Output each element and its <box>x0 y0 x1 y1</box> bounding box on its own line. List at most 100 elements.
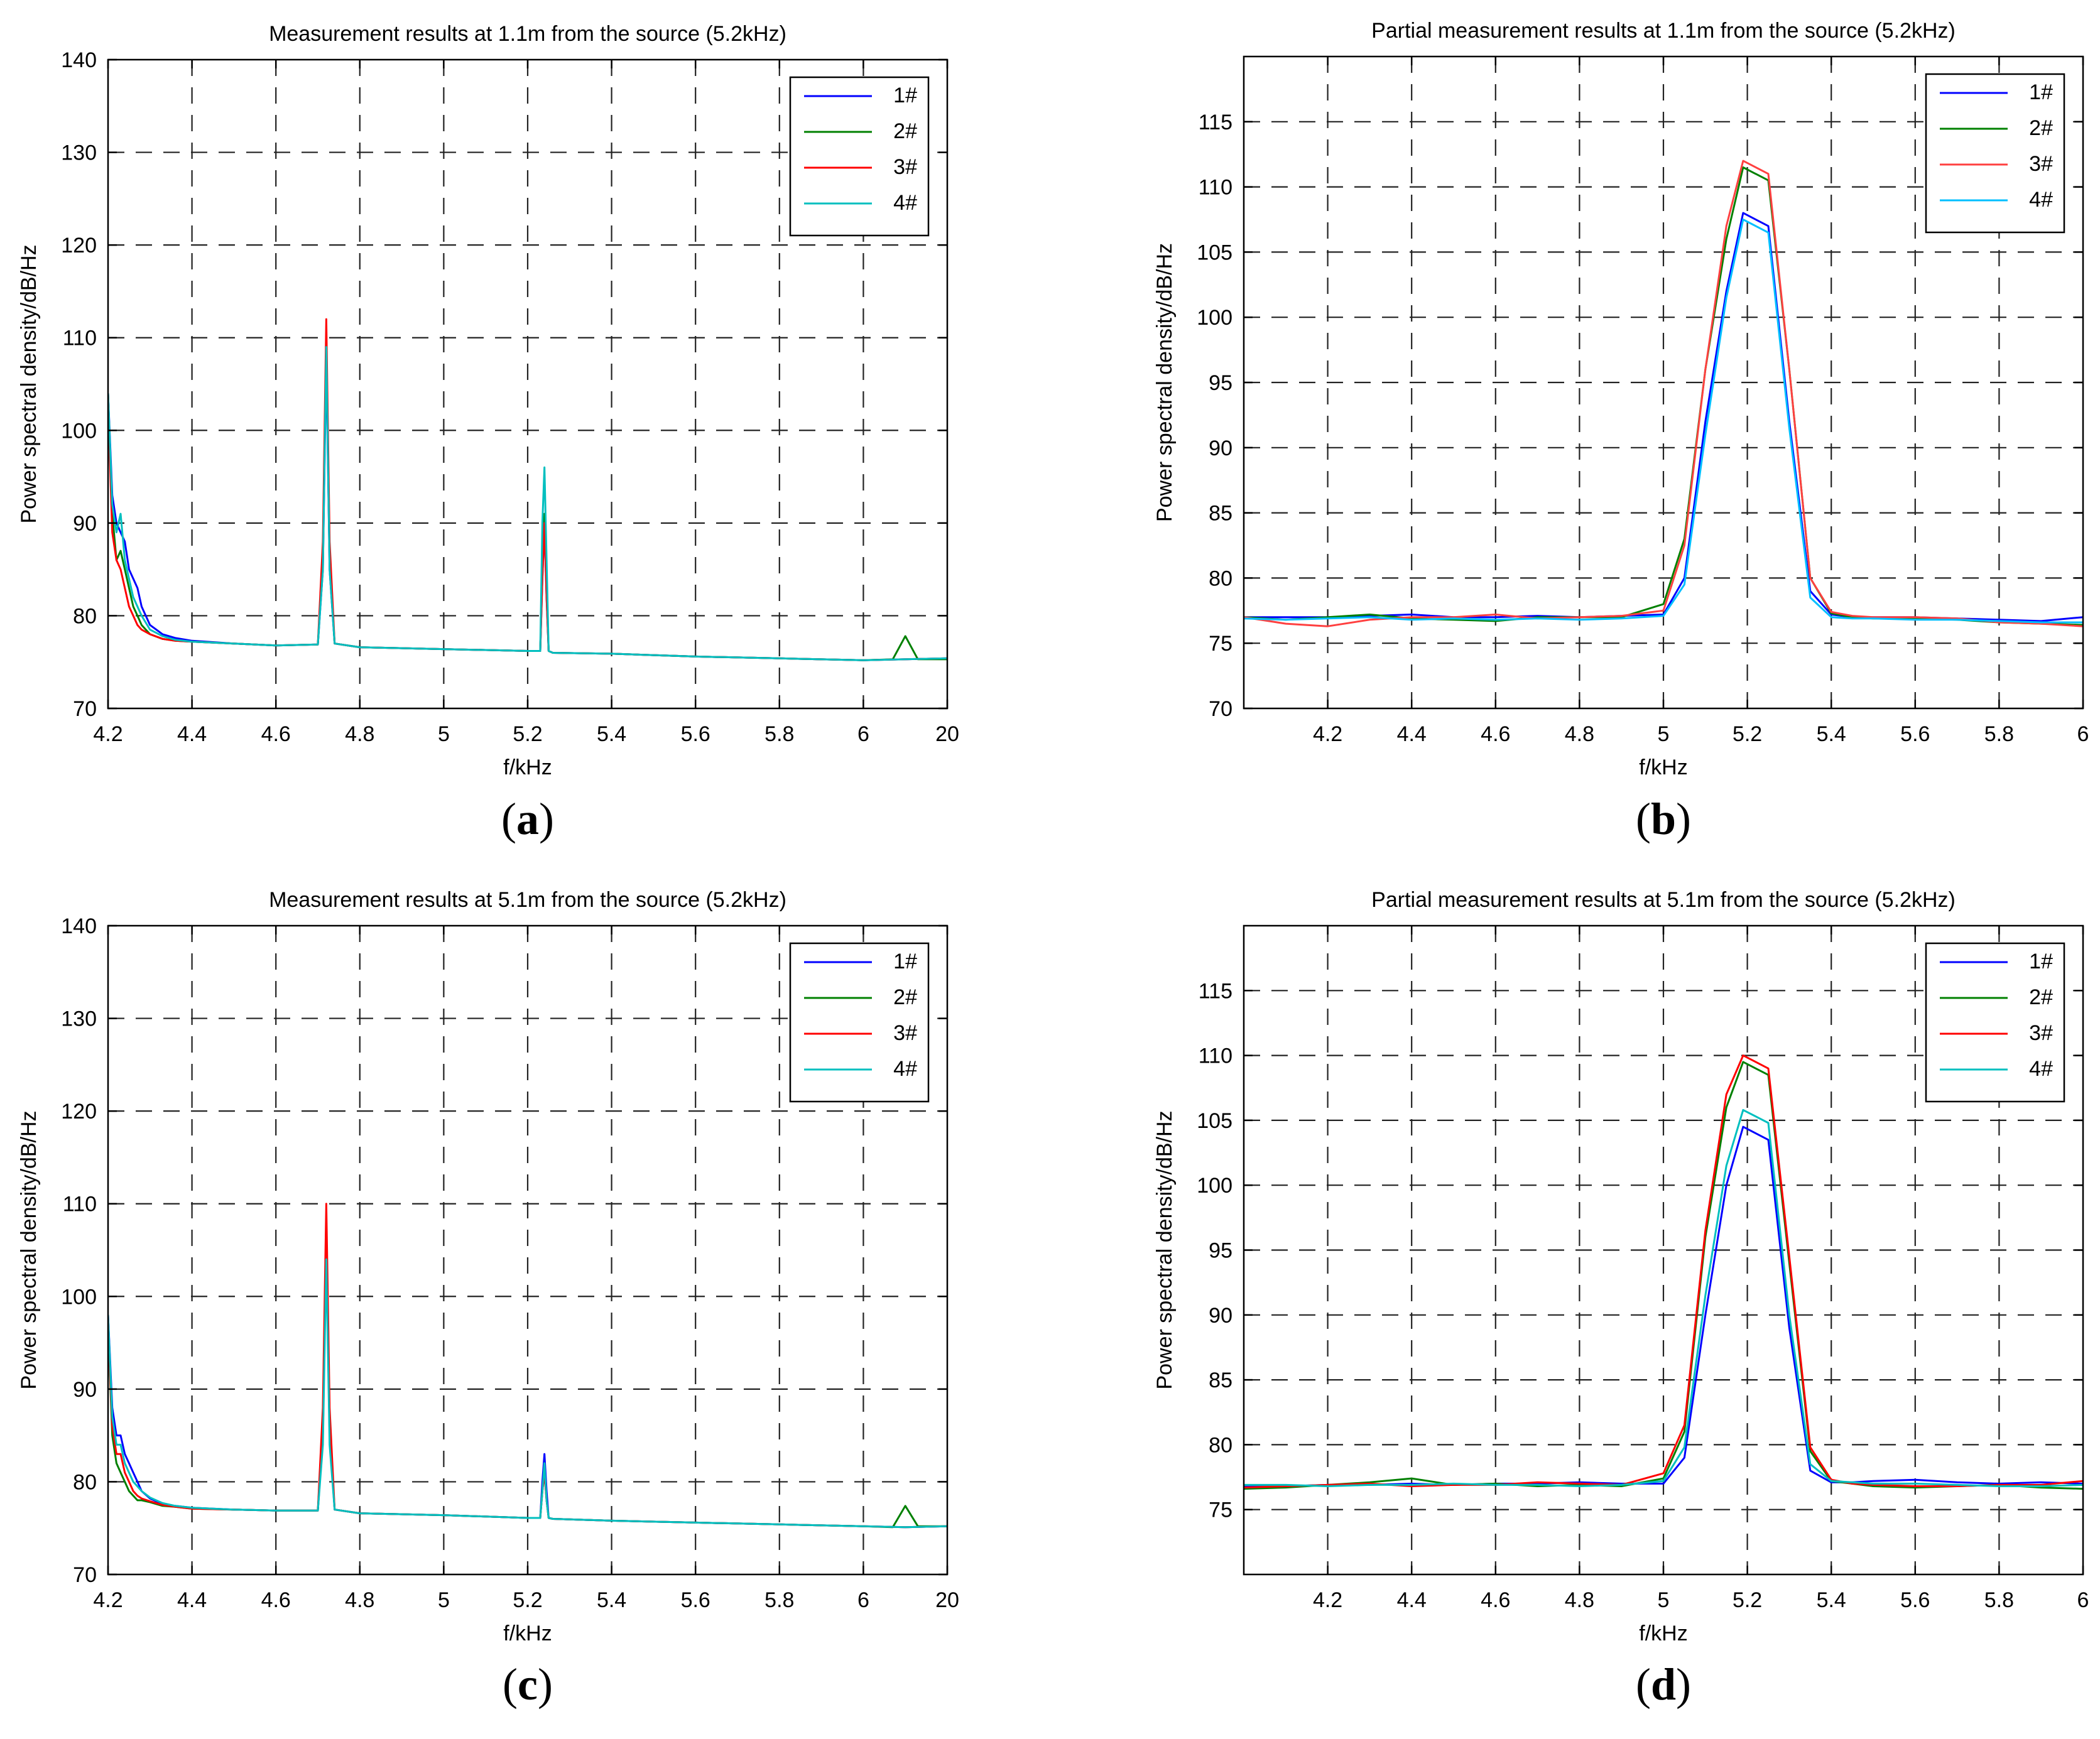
panel-b-ytick-label: 75 <box>1209 632 1232 656</box>
panel-c-legend-label-3: 3# <box>893 1021 917 1045</box>
panel-a-ytick-label: 120 <box>61 234 97 257</box>
panel-d-ytick-label: 100 <box>1197 1174 1232 1198</box>
panel-a-ylabel: Power spectral density/dB/Hz <box>17 244 41 523</box>
panel-d-xtick-label: 4.8 <box>1565 1588 1594 1612</box>
panel-a-xtick-label: 5 <box>438 722 450 746</box>
panel-b-legend-label-1: 1# <box>2029 80 2053 104</box>
panel-d: 4.2 4.4 4.6 4.8 5 5.2 5.4 5.6 5.8 6 75 80 85 90 95 100 1… <box>1153 888 2089 1709</box>
panel-d-xtick-label: 4.2 <box>1313 1588 1342 1612</box>
panel-a-xtick-label: 5.4 <box>597 722 626 746</box>
panel-b-xtick-label: 6 <box>2077 722 2089 746</box>
panel-c-ytick-label: 110 <box>63 1193 97 1216</box>
panel-d-xtick-label: 5.4 <box>1817 1588 1846 1612</box>
panel-d-series-group <box>1244 1054 2083 1490</box>
panel-c-legend-box <box>789 942 930 1103</box>
panel-c-ylabel: Power spectral density/dB/Hz <box>17 1110 41 1389</box>
panel-a-caption: (a) <box>501 794 554 844</box>
panel-b-ytick-label: 115 <box>1199 111 1232 134</box>
panel-b-series-line-3 <box>1244 160 2083 627</box>
panel-b-xtick-label: 5.4 <box>1817 722 1846 746</box>
panel-b-legend-label-4: 4# <box>2029 188 2053 212</box>
panel-a-ytick-label: 130 <box>61 141 97 165</box>
panel-d-xtick-label: 4.4 <box>1397 1588 1427 1612</box>
panel-a-xtick-label: 4.8 <box>345 722 374 746</box>
panel-d-xlabel: f/kHz <box>1639 1622 1687 1645</box>
panel-c-xtick-label: 4.6 <box>261 1588 291 1612</box>
panel-d-ytick-label: 95 <box>1209 1239 1232 1263</box>
panel-a-series-line-4 <box>108 346 947 661</box>
panel-c-ytick-label: 100 <box>61 1285 97 1309</box>
panel-c-xtick-label: 5.8 <box>764 1588 794 1612</box>
panel-c-title: Measurement results at 5.1m from the sou… <box>269 888 786 912</box>
panel-a-xtick-label: 5.2 <box>513 722 542 746</box>
panel-d-series-line-4 <box>1244 1108 2083 1487</box>
panel-c-ytick-label: 120 <box>61 1100 97 1124</box>
panel-c-ytick-label: 140 <box>61 914 97 938</box>
panel-c-series-group <box>108 1203 947 1529</box>
panel-a-title: Measurement results at 1.1m from the sou… <box>269 22 786 46</box>
panel-b-ytick-label: 95 <box>1209 371 1232 395</box>
panel-a-legend-label-3: 3# <box>893 155 917 179</box>
panel-c-ytick-label: 130 <box>61 1007 97 1031</box>
panel-d-legend-label-2: 2# <box>2029 985 2053 1009</box>
panel-b-legend-box <box>1925 73 2065 234</box>
panel-d-xtick-label: 5.6 <box>1900 1588 1930 1612</box>
panel-b-ytick-label: 85 <box>1209 502 1232 526</box>
panel-c-xtick-label: 5.2 <box>513 1588 542 1612</box>
panel-d-ytick-label: 80 <box>1209 1433 1232 1457</box>
panel-a-ytick-label: 140 <box>61 48 97 72</box>
panel-c-series-line-4 <box>108 1258 947 1529</box>
panel-c-xlabel: f/kHz <box>503 1622 552 1645</box>
panel-a-xtick-label: 5.6 <box>681 722 710 746</box>
panel-a-xtick-label: 20 <box>935 722 959 746</box>
panel-c-xtick-label: 6 <box>857 1588 869 1612</box>
panel-d-ylabel: Power spectral density/dB/Hz <box>1153 1110 1177 1389</box>
panel-b-ytick-label: 110 <box>1199 176 1232 200</box>
panel-a-ytick-label: 100 <box>61 419 97 443</box>
panel-d-ytick-label: 110 <box>1199 1044 1232 1068</box>
panel-b-xtick-label: 4.4 <box>1397 722 1427 746</box>
panel-b-ylabel: Power spectral density/dB/Hz <box>1153 243 1177 522</box>
panel-a-ytick-label: 70 <box>73 697 97 721</box>
panel-c-legend: 1# 2# 3# 4# <box>789 942 930 1103</box>
panel-a-xtick-label: 4.6 <box>261 722 291 746</box>
panel-c-ytick-label: 70 <box>73 1563 97 1587</box>
panel-a-ytick-label: 80 <box>73 604 97 628</box>
panel-d-legend-label-3: 3# <box>2029 1021 2053 1045</box>
panel-a-legend-label-1: 1# <box>893 84 917 107</box>
panel-c-xtick-label: 20 <box>935 1588 959 1612</box>
panel-d-ytick-label: 105 <box>1197 1109 1232 1133</box>
panel-b-xtick-label: 5.2 <box>1733 722 1762 746</box>
panel-c-legend-label-1: 1# <box>893 950 917 973</box>
panel-a-legend-label-2: 2# <box>893 119 917 143</box>
panel-b-ytick-label: 100 <box>1197 306 1232 330</box>
panel-b-title: Partial measurement results at 1.1m from… <box>1371 19 1956 43</box>
panel-c-caption: (c) <box>503 1659 553 1709</box>
panel-b-xtick-label: 4.2 <box>1313 722 1342 746</box>
panel-d-legend-label-4: 4# <box>2029 1057 2053 1081</box>
panel-d-ytick-label: 90 <box>1209 1304 1232 1328</box>
panel-d-xtick-label: 4.6 <box>1481 1588 1510 1612</box>
panel-b-xtick-label: 5.6 <box>1900 722 1930 746</box>
panel-b-xtick-label: 4.6 <box>1481 722 1510 746</box>
panel-d-xtick-label: 6 <box>2077 1588 2089 1612</box>
panel-d-xtick-label: 5.2 <box>1733 1588 1762 1612</box>
panel-a-xlabel: f/kHz <box>503 756 552 779</box>
panel-d-title: Partial measurement results at 5.1m from… <box>1371 888 1956 912</box>
panel-a: 4.2 4.4 4.6 4.8 5 5.2 5.4 5.6 5.8 6 20 70 80 90 100 110… <box>17 22 959 844</box>
panel-c-ytick-label: 90 <box>73 1378 97 1402</box>
panel-c-xtick-label: 4.8 <box>345 1588 374 1612</box>
panel-b-xtick-label: 4.8 <box>1565 722 1594 746</box>
panel-a-legend-label-4: 4# <box>893 191 917 215</box>
panel-b-ytick-label: 105 <box>1197 241 1232 264</box>
panel-b-xtick-label: 5.8 <box>1984 722 2014 746</box>
panel-d-xtick-label: 5 <box>1658 1588 1670 1612</box>
panel-c-xtick-label: 5 <box>438 1588 450 1612</box>
panel-b-ytick-label: 80 <box>1209 566 1232 590</box>
panel-d-legend-box <box>1925 942 2065 1103</box>
panel-d-series-line-2 <box>1244 1061 2083 1490</box>
panel-c-xtick-label: 4.4 <box>177 1588 207 1612</box>
panel-a-series-group <box>108 318 947 661</box>
panel-b-legend: 1# 2# 3# 4# <box>1925 73 2065 234</box>
